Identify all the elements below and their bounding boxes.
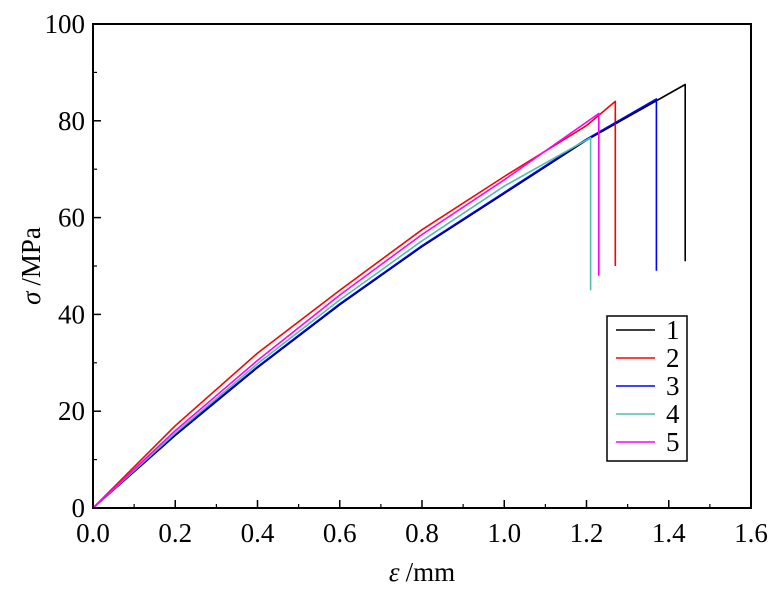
x-axis-unit: /mm [406,557,456,587]
x-tick-label: 1.6 [734,518,768,548]
y-tick-label: 40 [58,299,85,329]
x-tick-label: 1.2 [570,518,604,548]
y-axis-symbol: σ [16,290,46,305]
series-line-5 [92,112,600,509]
y-axis-unit: /MPa [16,227,46,286]
legend-label-3: 3 [666,371,680,401]
y-tick-label: 80 [58,106,85,136]
x-tick-label: 0.6 [323,518,357,548]
legend-label-1: 1 [666,315,680,345]
series-line-3 [92,98,658,509]
y-tick-label: 0 [72,493,86,523]
x-tick-label: 0.2 [158,518,192,548]
y-axis-title: σ/MPa [16,227,46,305]
x-tick-label: 1.4 [652,518,686,548]
y-tick-label: 20 [58,396,85,426]
x-tick-label: 0.4 [241,518,275,548]
ticks-layer: 0.0 0.2 0.4 0.6 0.8 1.0 1.2 1.4 1.6 0 20 40 60 80 100 [45,9,768,548]
y-tick-label: 100 [45,9,86,39]
legend-label-4: 4 [666,399,680,429]
x-axis-title: ε/mm [389,557,455,587]
series-line-4 [92,136,592,509]
series-line-2 [92,100,617,509]
legend-label-5: 5 [666,427,680,457]
legend-frame [606,315,688,462]
x-axis-symbol: ε [389,557,400,587]
series-layer [92,83,687,509]
x-tick-label: 0.0 [76,518,110,548]
legend-label-2: 2 [666,343,680,373]
x-tick-label: 0.8 [405,518,439,548]
y-tick-label: 60 [58,203,85,233]
x-tick-label: 1.0 [487,518,521,548]
